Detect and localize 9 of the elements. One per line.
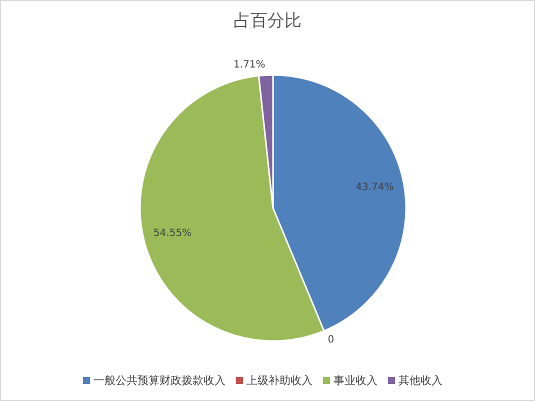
- legend-label: 其他收入: [398, 374, 442, 387]
- data-label: 54.55%: [153, 228, 192, 240]
- legend-label: 一般公共预算财政拨款收入: [94, 374, 226, 387]
- legend-label: 上级补助收入: [246, 374, 312, 387]
- text: 0: [328, 334, 334, 346]
- chart-title: 占百分比: [232, 10, 302, 32]
- legend-label: 事业收入: [334, 374, 378, 387]
- data-label: 1.71%: [234, 60, 266, 71]
- data-label: 43.74%: [356, 182, 394, 194]
